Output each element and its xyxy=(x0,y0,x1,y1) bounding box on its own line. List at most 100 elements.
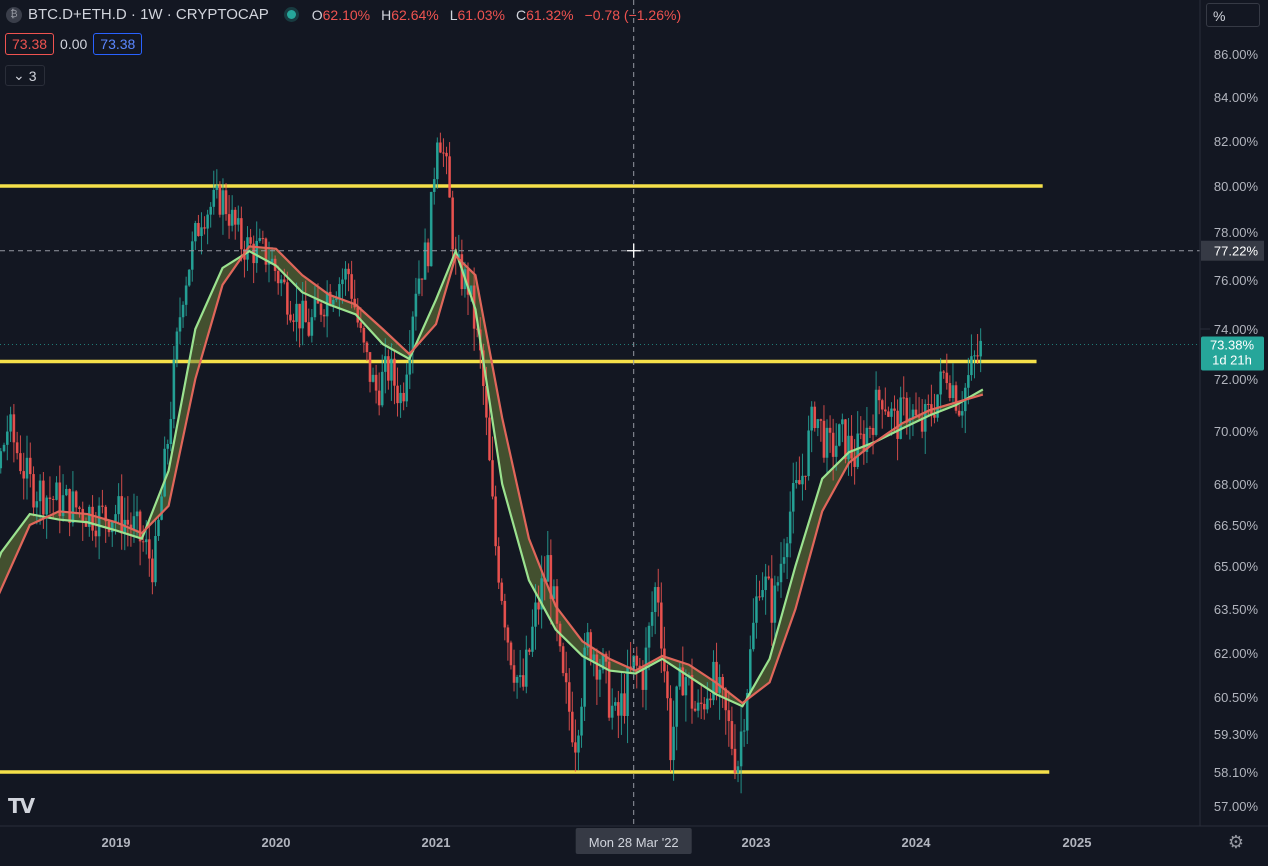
candle xyxy=(663,626,666,683)
candle xyxy=(534,584,537,650)
candle xyxy=(561,642,565,677)
candle xyxy=(117,483,120,525)
candle xyxy=(65,484,68,497)
candle xyxy=(304,280,308,323)
candle xyxy=(761,572,764,601)
candle xyxy=(206,209,209,245)
y-tick-label: 84.00% xyxy=(1214,90,1259,105)
ohlc-close: C61.32% xyxy=(516,6,574,23)
percent-scale-button[interactable]: % xyxy=(1206,3,1260,27)
candle xyxy=(976,334,979,364)
price-axis-panel[interactable] xyxy=(1200,0,1268,866)
candle xyxy=(899,386,902,440)
candle xyxy=(856,411,859,470)
candle xyxy=(442,138,445,167)
candle xyxy=(322,309,326,328)
candle xyxy=(623,674,626,724)
candle xyxy=(776,576,780,592)
y-tick-label: 59.30% xyxy=(1214,727,1259,742)
candle xyxy=(675,685,678,751)
candle xyxy=(154,519,157,587)
candle xyxy=(368,352,372,393)
candle xyxy=(97,497,101,560)
candle xyxy=(295,282,298,342)
candle xyxy=(580,698,583,748)
candle xyxy=(862,420,866,465)
y-tick-label: 78.00% xyxy=(1214,225,1259,240)
candle xyxy=(942,370,946,379)
candle xyxy=(831,418,835,481)
indicator-value-a: 73.38 xyxy=(5,33,55,55)
candle xyxy=(620,672,623,735)
candle xyxy=(586,622,589,656)
candle xyxy=(135,495,139,537)
candle xyxy=(212,170,216,215)
candle xyxy=(417,260,421,296)
candle xyxy=(837,423,841,447)
indicator-value-mid: 0.00 xyxy=(60,36,88,52)
candle xyxy=(233,207,237,240)
candle xyxy=(51,495,55,520)
candle xyxy=(733,724,737,780)
candle xyxy=(755,574,758,639)
y-tick-label: 60.50% xyxy=(1214,690,1259,705)
candle xyxy=(807,415,810,481)
settings-gear-icon[interactable]: ⚙ xyxy=(1227,832,1245,852)
candle xyxy=(653,582,657,635)
candle xyxy=(871,414,875,455)
candle xyxy=(583,633,586,722)
y-tick-label: 72.00% xyxy=(1214,372,1259,387)
candle xyxy=(571,691,574,747)
candle xyxy=(172,345,176,429)
candle xyxy=(528,647,531,656)
candle xyxy=(365,341,369,362)
crosshair xyxy=(0,0,1200,826)
symbol-title[interactable]: BTC.D+ETH.D · 1W · CRYPTOCAP xyxy=(28,6,269,23)
candle xyxy=(488,403,491,462)
candle xyxy=(902,376,906,416)
candle xyxy=(240,206,243,262)
indicator-legend[interactable]: 73.38 0.00 73.38 xyxy=(5,33,143,55)
candle xyxy=(730,706,734,756)
candle xyxy=(785,536,789,580)
candle xyxy=(126,496,130,547)
y-tick-label: 58.10% xyxy=(1214,765,1259,780)
candle xyxy=(638,657,642,673)
candle xyxy=(518,649,522,688)
candle xyxy=(101,489,104,514)
candle xyxy=(887,406,890,418)
symbol-logo-icon[interactable]: ₿ xyxy=(6,6,22,23)
candle xyxy=(331,296,335,313)
candle xyxy=(276,265,280,295)
candle xyxy=(954,381,958,414)
candle xyxy=(684,669,688,722)
candle xyxy=(6,415,9,461)
candle xyxy=(834,423,838,471)
candle xyxy=(194,220,197,251)
candle xyxy=(25,435,29,500)
candle xyxy=(718,664,721,720)
indicators-toggle-button[interactable]: ⌄ 3 xyxy=(5,65,45,86)
candle xyxy=(613,697,617,711)
candle xyxy=(371,367,375,383)
candle xyxy=(448,142,451,198)
candle xyxy=(350,260,353,309)
candle xyxy=(549,539,553,625)
candle xyxy=(963,383,967,434)
candle xyxy=(724,687,728,735)
candle xyxy=(865,406,869,464)
candle xyxy=(791,462,795,534)
candle xyxy=(813,401,817,432)
candle xyxy=(841,413,844,443)
candle xyxy=(810,401,813,453)
ohlc-high: H62.64% xyxy=(381,6,439,23)
candle xyxy=(767,565,771,581)
y-tick-label: 63.50% xyxy=(1214,602,1259,617)
tradingview-logo-icon[interactable]: TV xyxy=(8,794,35,818)
x-tick-label: 2023 xyxy=(742,835,771,850)
candle xyxy=(491,436,494,500)
candle xyxy=(923,399,927,454)
candle xyxy=(292,313,295,332)
